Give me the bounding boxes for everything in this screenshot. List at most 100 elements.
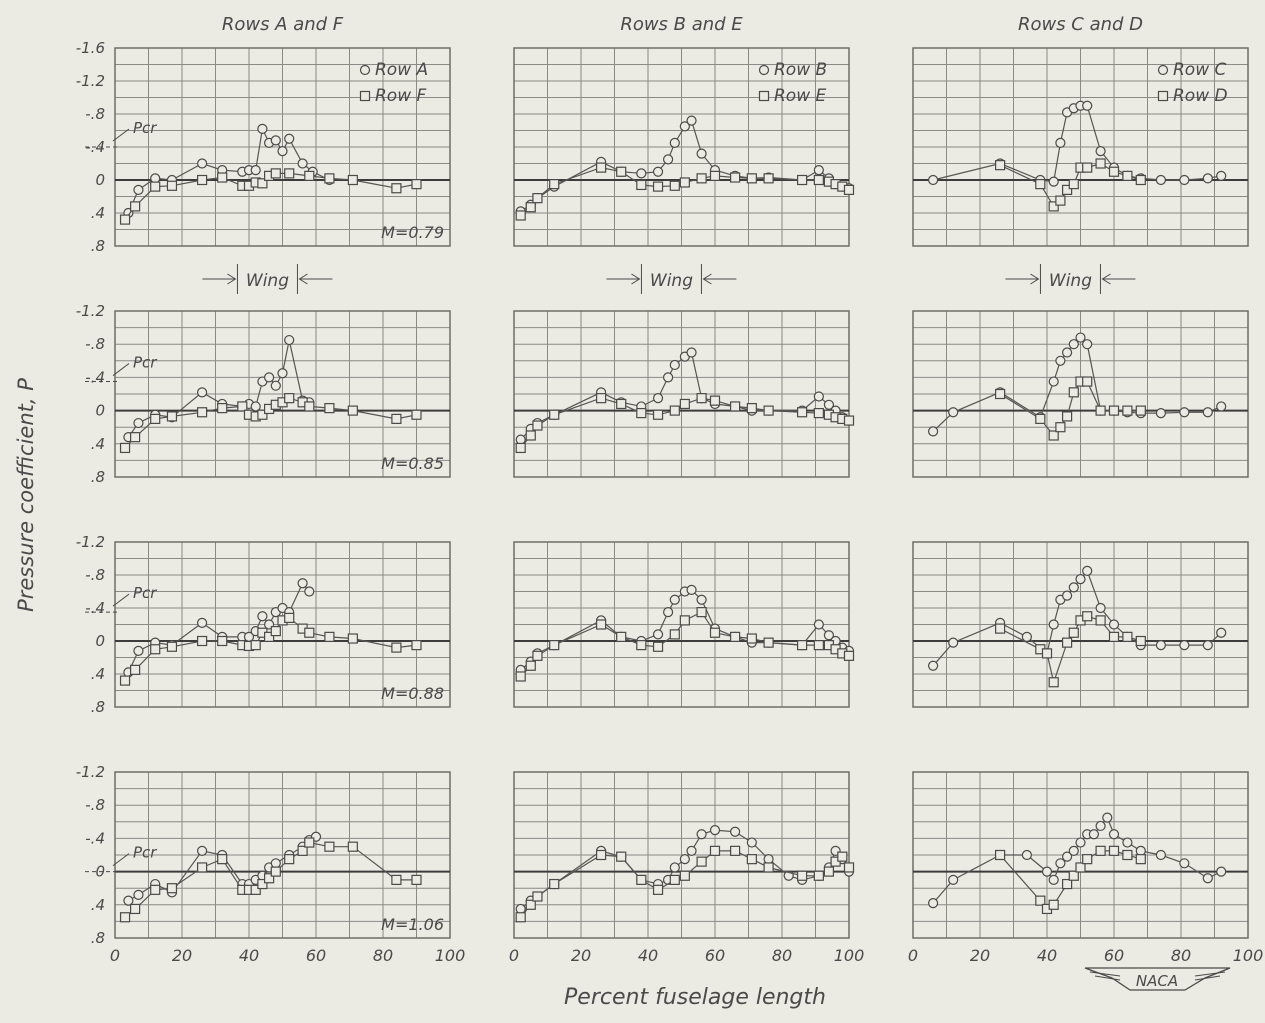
data-point-square	[1048, 201, 1059, 212]
data-point-square	[616, 851, 627, 862]
plot-frame	[912, 771, 1249, 939]
plot-frame	[513, 541, 850, 708]
data-point-circle	[686, 347, 697, 358]
data-point-square	[763, 862, 774, 873]
legend-circle-marker	[758, 64, 770, 76]
y-tick-label: -1.2	[76, 302, 105, 320]
y-tick-label: .8	[91, 698, 105, 716]
data-point-square	[119, 214, 131, 225]
data-point-square	[166, 180, 178, 191]
y-tick-label: -1.2	[76, 72, 105, 90]
panel-2-0: -1.2 -.8 -.4 0 .4 .8 M=0.88 Pcr	[76, 533, 451, 716]
data-point-square	[679, 177, 690, 188]
data-point-circle	[813, 165, 824, 176]
data-point-circle	[696, 829, 707, 840]
data-point-square	[1035, 413, 1046, 424]
panel-0-2: Rows C and D Row C Row D	[912, 14, 1249, 247]
data-point-square	[391, 413, 402, 424]
x-tick-label: 80	[373, 946, 393, 965]
y-tick-label: -.4	[85, 829, 105, 847]
y-tick-label: -1.2	[76, 763, 105, 781]
naca-logo-wing	[1084, 967, 1231, 991]
data-point-square	[994, 388, 1006, 400]
y-tick-label: .4	[91, 204, 105, 222]
panel-title: Rows A and F	[222, 14, 344, 35]
data-point-square	[595, 393, 607, 404]
x-tick-label: 20	[571, 946, 591, 965]
data-point-square	[1061, 411, 1073, 422]
x-tick-label: 60	[705, 946, 725, 965]
plot-frame	[513, 771, 850, 939]
data-point-circle	[686, 115, 697, 126]
data-point-circle	[297, 158, 308, 169]
data-point-square	[525, 202, 536, 213]
data-point-square	[746, 173, 757, 184]
data-point-circle	[669, 862, 680, 873]
data-point-square	[270, 866, 281, 877]
data-point-square	[119, 442, 131, 454]
data-point-square	[150, 884, 161, 895]
data-point-square	[411, 409, 422, 420]
wing-arrow-left	[1005, 273, 1040, 285]
plot-frame	[912, 541, 1249, 708]
y-tick-label: .8	[91, 237, 105, 255]
data-point-square	[1068, 179, 1079, 190]
data-point-square	[304, 401, 315, 412]
naca-logo: NACA	[1084, 967, 1231, 991]
data-point-square	[304, 170, 315, 181]
data-point-circle	[1216, 866, 1227, 877]
data-point-circle	[1048, 874, 1059, 886]
data-point-square	[1048, 430, 1059, 441]
data-point-square	[679, 870, 690, 881]
data-point-circle	[1082, 339, 1093, 350]
data-point-square	[515, 210, 526, 221]
data-point-circle	[133, 184, 144, 195]
wing-marker: Wing	[1005, 264, 1136, 294]
data-point-square	[679, 615, 690, 626]
data-point-square	[250, 640, 261, 651]
data-point-square	[525, 899, 536, 910]
data-point-square	[1061, 637, 1073, 648]
panel-1-1	[513, 310, 855, 478]
data-point-circle	[1075, 574, 1086, 585]
data-point-square	[729, 401, 741, 412]
data-point-circle	[1095, 820, 1106, 832]
data-point-square	[994, 623, 1006, 634]
data-point-circle	[1055, 858, 1066, 869]
pcr-label: Pcr	[133, 844, 157, 862]
data-point-circle	[823, 399, 835, 410]
y-tick-label: -.8	[85, 566, 105, 584]
x-tick-label: 40	[638, 946, 658, 965]
data-point-square	[813, 640, 824, 651]
data-point-square	[843, 415, 855, 426]
y-tick-label: 0	[95, 171, 105, 189]
data-point-square	[763, 405, 774, 416]
data-point-square	[1068, 627, 1079, 638]
y-tick-label: -.8	[85, 105, 105, 123]
data-point-square	[130, 903, 141, 915]
data-point-circle	[1216, 627, 1227, 638]
wing-arrow-left	[606, 273, 641, 285]
data-point-square	[284, 854, 295, 865]
data-point-circle	[150, 173, 161, 184]
legend-square-marker	[758, 90, 770, 102]
data-point-square	[1068, 870, 1079, 881]
data-point-circle	[270, 380, 281, 391]
data-point-circle	[763, 854, 774, 865]
series-line-row-a	[127, 126, 330, 214]
data-point-square	[595, 162, 607, 173]
data-point-square	[1048, 899, 1059, 910]
x-tick-label: 0	[509, 946, 519, 965]
x-tick-label: 60	[1104, 946, 1124, 965]
y-tick-label: 0	[95, 402, 105, 420]
data-point-square	[696, 173, 707, 184]
data-point-square	[636, 407, 647, 419]
data-point-square	[669, 180, 680, 191]
series-line-row-d	[999, 615, 1141, 685]
y-tick-label: -.8	[85, 335, 105, 353]
data-point-square	[595, 849, 607, 861]
data-point-circle	[1202, 173, 1213, 184]
data-point-square	[616, 398, 627, 410]
y-tick-label: .4	[91, 896, 105, 914]
data-point-square	[166, 883, 178, 894]
